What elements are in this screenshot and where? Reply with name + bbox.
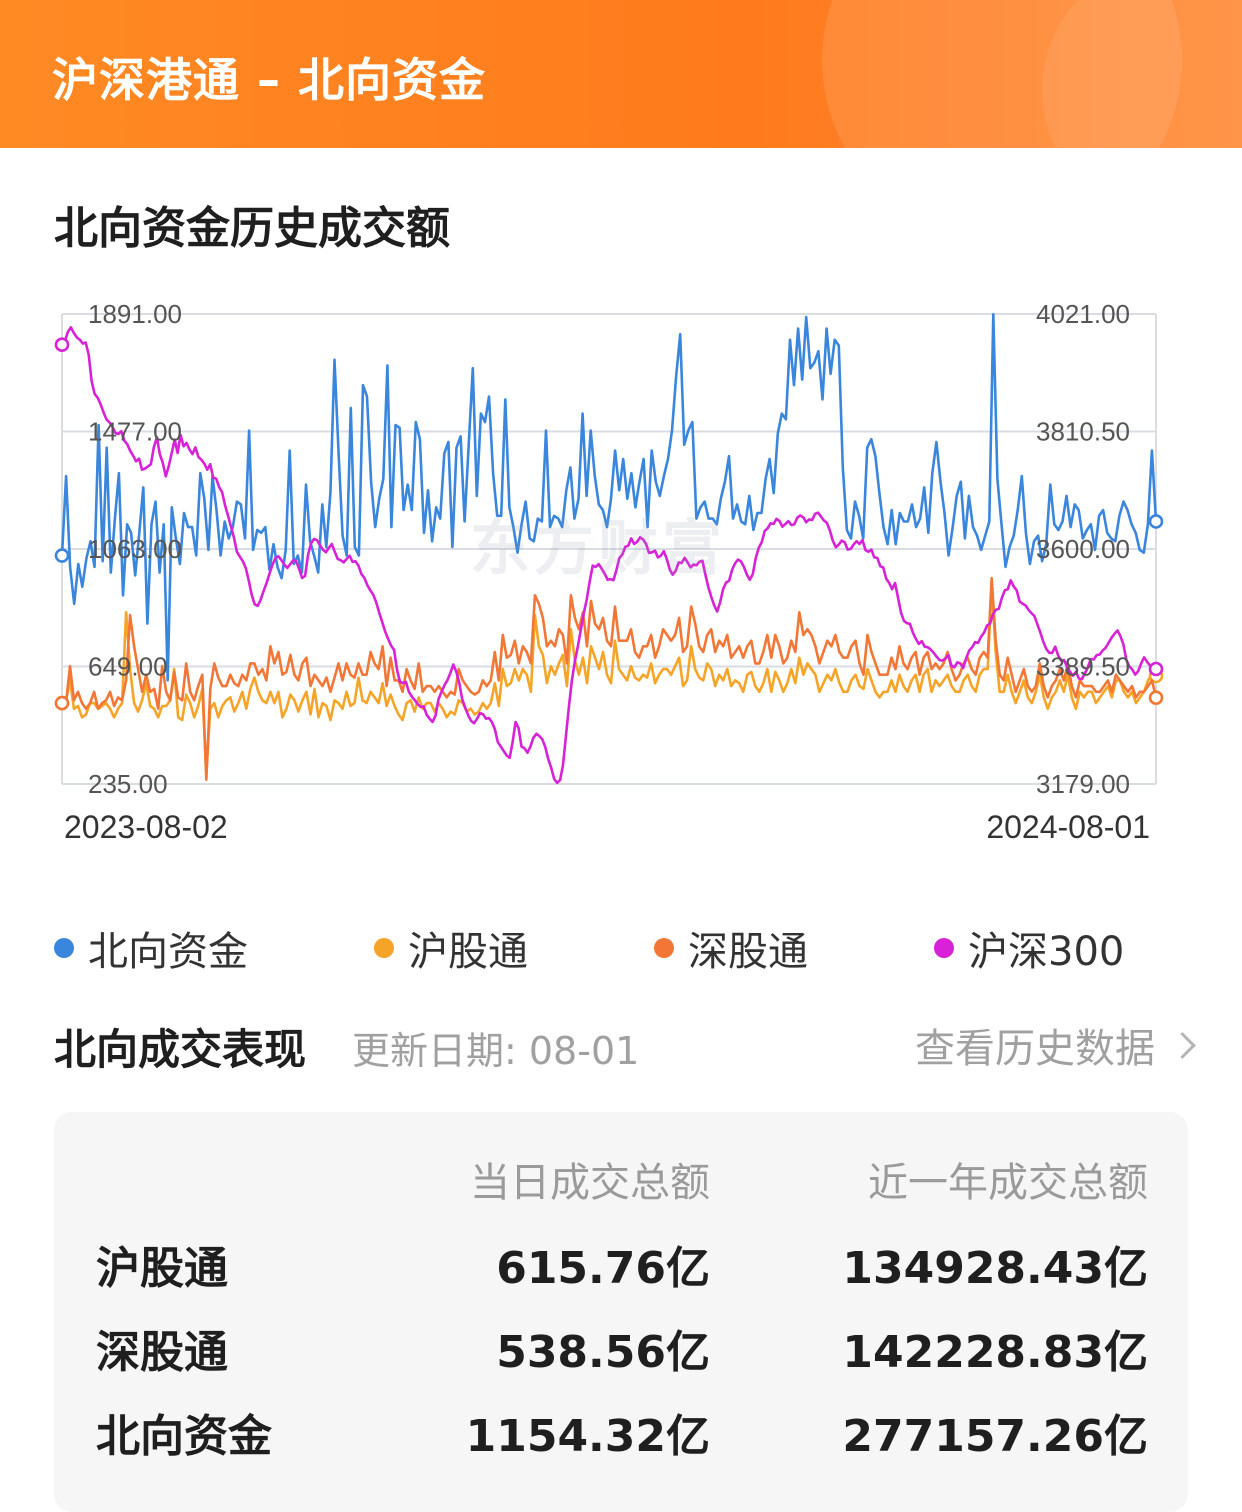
daily-total-sh-connect: 615.76亿 bbox=[496, 1243, 710, 1294]
column-header-yearly: 近一年成交总额 bbox=[868, 1160, 1148, 1206]
row-label-sz-connect: 深股通 bbox=[96, 1327, 228, 1378]
daily-total-sz-connect: 538.56亿 bbox=[496, 1327, 710, 1378]
view-history-link[interactable]: 查看历史数据 bbox=[915, 1016, 1196, 1074]
series-line bbox=[60, 326, 1157, 785]
legend-label: 沪深300 bbox=[968, 929, 1125, 975]
right-axis-tick-label: 3600.00 bbox=[1036, 534, 1130, 564]
series-line bbox=[60, 313, 1158, 682]
row-label-northbound: 北向资金 bbox=[96, 1411, 272, 1462]
legend-dot bbox=[654, 938, 674, 958]
chevron-right-icon bbox=[1169, 1031, 1196, 1059]
left-axis-tick-label: 1063.00 bbox=[88, 534, 182, 564]
performance-table bbox=[54, 1112, 1188, 1512]
legend-item-northbound[interactable]: 北向资金 bbox=[54, 918, 248, 978]
yearly-total-northbound: 277157.26亿 bbox=[842, 1411, 1148, 1462]
right-axis-tick-label: 3179.00 bbox=[1036, 769, 1130, 799]
series-endpoint-marker bbox=[54, 337, 70, 353]
left-axis-tick-label: 1477.00 bbox=[88, 417, 182, 447]
series-endpoint-marker bbox=[1148, 690, 1164, 706]
left-axis-tick-label: 1891.00 bbox=[88, 299, 182, 329]
line-chart-svg[interactable]: 1891.00 1477.00 1063.00 649.00 235.00 4021.00… bbox=[0, 290, 1242, 860]
update-date: 更新日期: 08-01 bbox=[352, 1029, 640, 1073]
watermark: 东方财富 bbox=[470, 514, 726, 584]
legend-item-sz-connect[interactable]: 深股通 bbox=[654, 918, 808, 978]
legend-item-sh-connect[interactable]: 沪股通 bbox=[374, 918, 528, 978]
header-decoration bbox=[1042, 0, 1242, 148]
right-axis-tick-label: 3389.50 bbox=[1036, 652, 1130, 682]
daily-total-northbound: 1154.32亿 bbox=[465, 1411, 710, 1462]
legend-label: 深股通 bbox=[688, 929, 808, 975]
right-axis-tick-label: 4021.00 bbox=[1036, 299, 1130, 329]
left-axis-tick-label: 649.00 bbox=[88, 652, 168, 682]
legend-dot bbox=[934, 938, 954, 958]
performance-title: 北向成交表现 bbox=[54, 1025, 307, 1074]
series-line bbox=[61, 582, 1157, 776]
row-label-sh-connect: 沪股通 bbox=[96, 1243, 228, 1294]
series-endpoint-marker bbox=[1148, 661, 1164, 677]
series-line bbox=[62, 576, 1158, 781]
legend-dot bbox=[54, 938, 74, 958]
series-endpoint-marker bbox=[54, 548, 70, 563]
column-header-daily: 当日成交总额 bbox=[470, 1160, 710, 1206]
yearly-total-sh-connect: 134928.43亿 bbox=[842, 1243, 1148, 1294]
chart-legend: 北向资金 沪股通 深股通 沪深300 bbox=[0, 918, 1242, 978]
x-axis-tick-label: 2024-08-01 bbox=[986, 809, 1150, 845]
yearly-total-sz-connect: 142228.83亿 bbox=[842, 1327, 1148, 1378]
left-axis-tick-label: 235.00 bbox=[88, 769, 168, 799]
series-endpoint-marker bbox=[54, 695, 70, 711]
series-endpoint-marker bbox=[1148, 514, 1164, 529]
view-history-label: 查看历史数据 bbox=[915, 1026, 1155, 1072]
x-axis-tick-label: 2023-08-02 bbox=[64, 809, 228, 845]
legend-label: 沪股通 bbox=[408, 929, 528, 975]
page-title: 沪深港通 – 北向资金 bbox=[52, 53, 487, 107]
page-header: 沪深港通 – 北向资金 bbox=[0, 0, 1242, 148]
history-chart[interactable]: 1891.00 1477.00 1063.00 649.00 235.00 4021.00… bbox=[0, 290, 1242, 860]
right-axis-tick-label: 3810.50 bbox=[1036, 417, 1130, 447]
chart-section-title: 北向资金历史成交额 bbox=[54, 203, 450, 254]
legend-label: 北向资金 bbox=[88, 929, 248, 975]
header-decoration bbox=[822, 0, 1182, 148]
legend-dot bbox=[374, 938, 394, 958]
legend-item-csi300[interactable]: 沪深300 bbox=[934, 918, 1124, 978]
